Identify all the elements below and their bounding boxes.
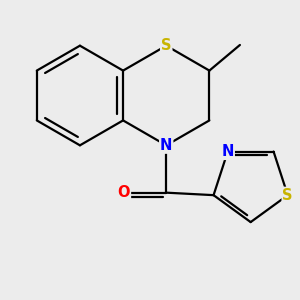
Text: S: S	[283, 188, 293, 203]
Text: S: S	[161, 38, 172, 53]
Text: O: O	[118, 185, 130, 200]
Text: N: N	[221, 144, 234, 159]
Text: N: N	[160, 138, 172, 153]
